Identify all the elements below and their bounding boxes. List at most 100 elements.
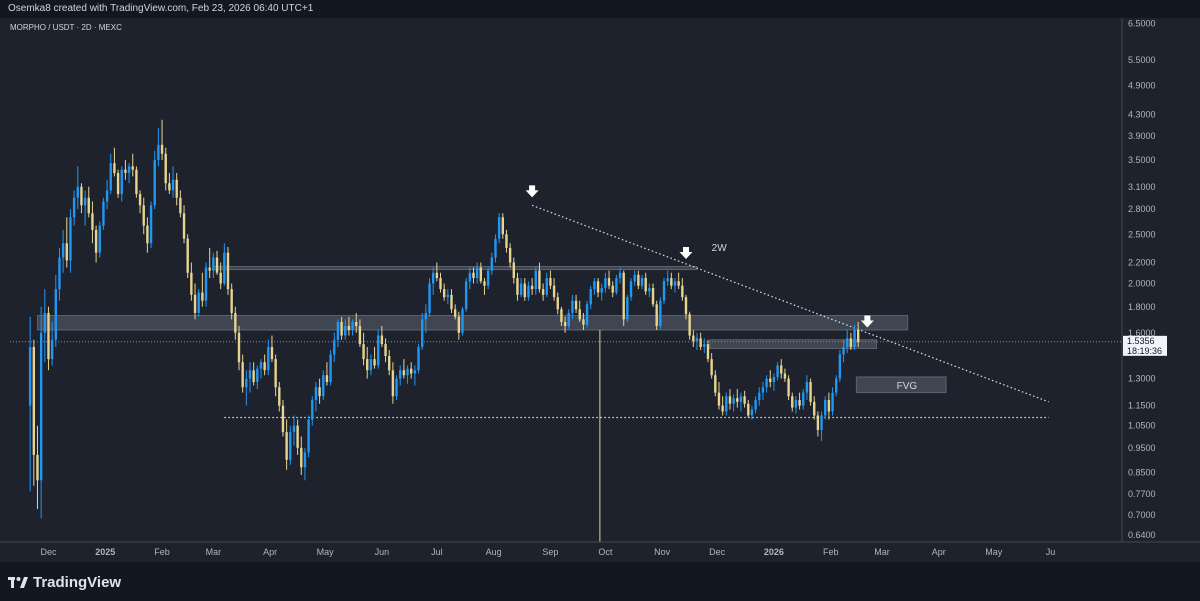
y-tick-label: 0.9500 xyxy=(1128,443,1156,453)
candle-body xyxy=(388,356,391,371)
candle-body xyxy=(453,309,457,317)
candle-body xyxy=(475,267,479,279)
x-tick-label: May xyxy=(985,547,1003,557)
candle-body xyxy=(278,387,281,406)
candle-body xyxy=(267,347,270,371)
candle-body xyxy=(270,347,274,360)
candle-body xyxy=(787,378,790,397)
candle-body xyxy=(684,297,688,315)
candle-body xyxy=(769,378,772,383)
candle-body xyxy=(80,186,83,206)
candle-body xyxy=(754,399,757,410)
candle-body xyxy=(549,278,552,286)
attribution-bar: Osemka8 created with TradingView.com, Fe… xyxy=(0,0,1200,18)
candle-body xyxy=(703,344,706,348)
candle-body xyxy=(472,272,475,279)
candle-body xyxy=(420,319,424,348)
candle-body xyxy=(534,270,537,290)
candle-body xyxy=(629,281,633,298)
candle-body xyxy=(336,321,340,340)
candle-body xyxy=(527,285,530,298)
y-tick-label: 6.5000 xyxy=(1128,18,1156,28)
x-tick-label: Jun xyxy=(375,547,390,557)
candle-body xyxy=(677,281,680,286)
x-tick-label: May xyxy=(317,547,335,557)
candle-body xyxy=(263,362,266,371)
candle-body xyxy=(333,339,336,355)
tradingview-logo-text: TradingView xyxy=(33,573,122,591)
candle-body xyxy=(739,396,743,402)
price-chart[interactable]: 6.5000 5.5000 4.9000 4.3000 3.9000 3.5000 3.10… xyxy=(0,18,1200,562)
candle-body xyxy=(256,368,259,383)
candle-body xyxy=(241,362,244,388)
candle-body xyxy=(457,316,461,333)
candle-body xyxy=(39,332,43,481)
annotation-2w: 2W xyxy=(712,243,728,254)
down-arrow-icon xyxy=(679,246,693,259)
down-arrow-icon xyxy=(525,185,539,198)
price-zone xyxy=(855,376,947,394)
candle-body xyxy=(651,287,655,305)
candle-body xyxy=(347,325,351,331)
x-tick-label: Mar xyxy=(206,547,222,557)
annotation-fvg: FVG xyxy=(897,381,918,392)
candle-body xyxy=(497,217,501,239)
candle-body xyxy=(783,373,787,379)
candle-body xyxy=(483,281,486,286)
candle-body xyxy=(468,272,472,282)
candle-body xyxy=(314,387,318,400)
candle-body xyxy=(695,338,699,342)
candle-body xyxy=(424,312,428,320)
candle-body xyxy=(637,274,640,286)
candle-body xyxy=(772,376,776,383)
candle-body xyxy=(417,347,420,371)
candle-body xyxy=(560,309,563,322)
candle-body xyxy=(28,347,32,406)
last-price-countdown: 18:19:36 xyxy=(1127,346,1162,356)
candle-body xyxy=(593,281,596,290)
x-tick-label: Feb xyxy=(154,547,170,557)
candle-body xyxy=(113,163,116,173)
y-tick-label: 3.9000 xyxy=(1128,131,1156,141)
candle-body xyxy=(138,194,142,206)
price-zone xyxy=(36,315,909,331)
candle-body xyxy=(149,205,153,244)
candle-body xyxy=(105,190,109,202)
candle-body xyxy=(58,257,61,290)
candle-body xyxy=(820,415,823,430)
candle-body xyxy=(574,300,578,310)
candle-body xyxy=(131,166,134,170)
symbol-title: MORPHO / USDT · 2D · MEXC xyxy=(10,23,122,32)
candle-body xyxy=(201,292,204,301)
down-arrow-icon xyxy=(860,315,874,328)
candle-body xyxy=(230,289,233,313)
candle-body xyxy=(596,281,600,293)
tradingview-logo[interactable]: TradingView xyxy=(8,572,121,592)
candle-body xyxy=(856,330,860,342)
x-tick-label: Dec xyxy=(709,547,726,557)
candle-body xyxy=(186,238,189,273)
candle-body xyxy=(835,378,838,393)
candle-body xyxy=(234,312,237,333)
x-tick-label: 2025 xyxy=(95,547,115,557)
candle-body xyxy=(204,267,208,301)
candle-body xyxy=(54,289,57,340)
candle-body xyxy=(36,454,39,481)
candle-body xyxy=(838,354,842,379)
footer-bar: TradingView xyxy=(0,562,1200,601)
price-zone xyxy=(709,339,878,349)
candle-body xyxy=(369,359,373,371)
candle-body xyxy=(673,281,677,286)
candle-body xyxy=(72,197,76,218)
candle-body xyxy=(578,309,581,320)
candle-body xyxy=(362,344,365,360)
price-zone xyxy=(212,266,698,271)
candle-body xyxy=(160,144,164,154)
candle-body xyxy=(728,396,732,404)
candle-body xyxy=(322,375,325,397)
candle-body xyxy=(285,432,288,460)
candle-body xyxy=(431,272,435,284)
candle-body xyxy=(47,312,50,360)
candle-body xyxy=(662,281,666,301)
candle-body xyxy=(706,344,710,360)
